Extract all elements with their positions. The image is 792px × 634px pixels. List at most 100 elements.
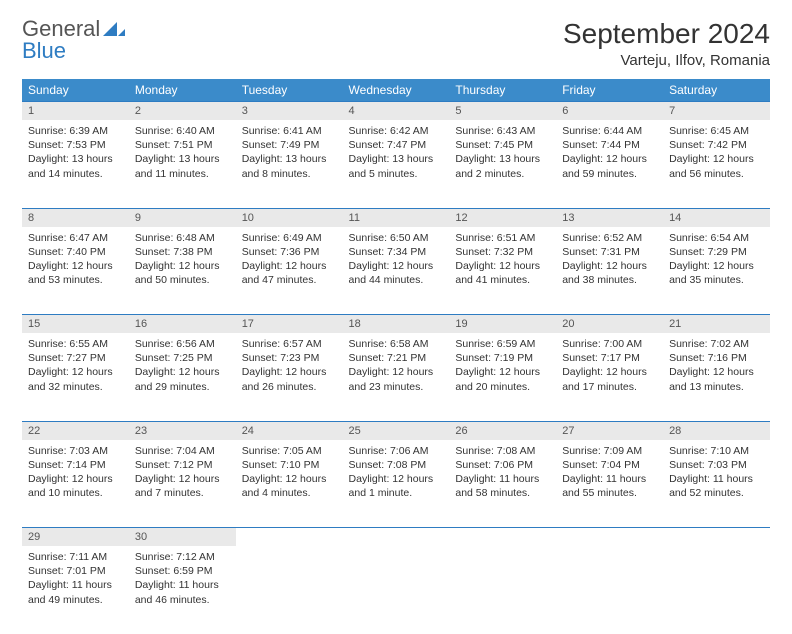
content-row: Sunrise: 7:03 AMSunset: 7:14 PMDaylight:… (22, 440, 770, 528)
daylight-text: Daylight: 12 hours and 59 minutes. (562, 152, 657, 180)
day-header-row: Sunday Monday Tuesday Wednesday Thursday… (22, 79, 770, 102)
daylight-text: Daylight: 11 hours and 52 minutes. (669, 472, 764, 500)
daylight-text: Daylight: 13 hours and 8 minutes. (242, 152, 337, 180)
day-number (343, 528, 450, 547)
sunset-text: Sunset: 7:53 PM (28, 138, 123, 152)
day-cell: Sunrise: 7:04 AMSunset: 7:12 PMDaylight:… (129, 440, 236, 528)
day-cell: Sunrise: 6:55 AMSunset: 7:27 PMDaylight:… (22, 333, 129, 421)
sunrise-text: Sunrise: 6:55 AM (28, 337, 123, 351)
sunset-text: Sunset: 7:40 PM (28, 245, 123, 259)
day-header: Thursday (449, 79, 556, 102)
sunset-text: Sunset: 7:19 PM (455, 351, 550, 365)
day-cell: Sunrise: 7:06 AMSunset: 7:08 PMDaylight:… (343, 440, 450, 528)
sunset-text: Sunset: 7:17 PM (562, 351, 657, 365)
sunset-text: Sunset: 6:59 PM (135, 564, 230, 578)
daylight-text: Daylight: 12 hours and 47 minutes. (242, 259, 337, 287)
day-cell: Sunrise: 7:11 AMSunset: 7:01 PMDaylight:… (22, 546, 129, 634)
sunrise-text: Sunrise: 7:04 AM (135, 444, 230, 458)
daylight-text: Daylight: 13 hours and 11 minutes. (135, 152, 230, 180)
sunset-text: Sunset: 7:31 PM (562, 245, 657, 259)
daylight-text: Daylight: 12 hours and 1 minute. (349, 472, 444, 500)
day-cell: Sunrise: 6:39 AMSunset: 7:53 PMDaylight:… (22, 120, 129, 208)
day-cell: Sunrise: 6:48 AMSunset: 7:38 PMDaylight:… (129, 227, 236, 315)
content-row: Sunrise: 7:11 AMSunset: 7:01 PMDaylight:… (22, 546, 770, 634)
day-cell: Sunrise: 7:00 AMSunset: 7:17 PMDaylight:… (556, 333, 663, 421)
sunrise-text: Sunrise: 6:40 AM (135, 124, 230, 138)
day-number (236, 528, 343, 547)
logo: General Blue (22, 18, 125, 62)
sunrise-text: Sunrise: 7:00 AM (562, 337, 657, 351)
logo-text: General Blue (22, 18, 125, 62)
title-block: September 2024 Varteju, Ilfov, Romania (563, 18, 770, 69)
daylight-text: Daylight: 13 hours and 5 minutes. (349, 152, 444, 180)
day-number: 3 (236, 102, 343, 121)
day-number: 15 (22, 315, 129, 334)
sunset-text: Sunset: 7:49 PM (242, 138, 337, 152)
sunset-text: Sunset: 7:34 PM (349, 245, 444, 259)
sunrise-text: Sunrise: 7:11 AM (28, 550, 123, 564)
sunrise-text: Sunrise: 6:59 AM (455, 337, 550, 351)
sunset-text: Sunset: 7:06 PM (455, 458, 550, 472)
sunrise-text: Sunrise: 6:56 AM (135, 337, 230, 351)
day-cell (556, 546, 663, 634)
daylight-text: Daylight: 12 hours and 23 minutes. (349, 365, 444, 393)
sunset-text: Sunset: 7:51 PM (135, 138, 230, 152)
day-number: 18 (343, 315, 450, 334)
sunrise-text: Sunrise: 6:54 AM (669, 231, 764, 245)
sunrise-text: Sunrise: 6:43 AM (455, 124, 550, 138)
sunrise-text: Sunrise: 7:08 AM (455, 444, 550, 458)
daylight-text: Daylight: 11 hours and 46 minutes. (135, 578, 230, 606)
sunrise-text: Sunrise: 6:39 AM (28, 124, 123, 138)
day-cell: Sunrise: 6:58 AMSunset: 7:21 PMDaylight:… (343, 333, 450, 421)
day-number: 20 (556, 315, 663, 334)
daylight-text: Daylight: 12 hours and 53 minutes. (28, 259, 123, 287)
day-number: 1 (22, 102, 129, 121)
sunset-text: Sunset: 7:04 PM (562, 458, 657, 472)
sunrise-text: Sunrise: 7:03 AM (28, 444, 123, 458)
sunset-text: Sunset: 7:45 PM (455, 138, 550, 152)
sunrise-text: Sunrise: 7:09 AM (562, 444, 657, 458)
day-cell (449, 546, 556, 634)
day-number: 5 (449, 102, 556, 121)
daylight-text: Daylight: 12 hours and 26 minutes. (242, 365, 337, 393)
day-number: 19 (449, 315, 556, 334)
day-cell (236, 546, 343, 634)
sunrise-text: Sunrise: 7:06 AM (349, 444, 444, 458)
day-number: 17 (236, 315, 343, 334)
day-number: 6 (556, 102, 663, 121)
sunset-text: Sunset: 7:16 PM (669, 351, 764, 365)
daylight-text: Daylight: 12 hours and 17 minutes. (562, 365, 657, 393)
daylight-text: Daylight: 12 hours and 44 minutes. (349, 259, 444, 287)
day-number: 21 (663, 315, 770, 334)
daylight-text: Daylight: 12 hours and 29 minutes. (135, 365, 230, 393)
sunset-text: Sunset: 7:32 PM (455, 245, 550, 259)
day-header: Saturday (663, 79, 770, 102)
daynum-row: 15161718192021 (22, 315, 770, 334)
day-cell: Sunrise: 7:02 AMSunset: 7:16 PMDaylight:… (663, 333, 770, 421)
sunset-text: Sunset: 7:03 PM (669, 458, 764, 472)
daylight-text: Daylight: 12 hours and 10 minutes. (28, 472, 123, 500)
sunset-text: Sunset: 7:21 PM (349, 351, 444, 365)
daylight-text: Daylight: 11 hours and 49 minutes. (28, 578, 123, 606)
day-cell: Sunrise: 6:56 AMSunset: 7:25 PMDaylight:… (129, 333, 236, 421)
daylight-text: Daylight: 12 hours and 13 minutes. (669, 365, 764, 393)
day-cell: Sunrise: 7:10 AMSunset: 7:03 PMDaylight:… (663, 440, 770, 528)
sunrise-text: Sunrise: 6:50 AM (349, 231, 444, 245)
day-cell: Sunrise: 6:49 AMSunset: 7:36 PMDaylight:… (236, 227, 343, 315)
daylight-text: Daylight: 13 hours and 14 minutes. (28, 152, 123, 180)
daylight-text: Daylight: 13 hours and 2 minutes. (455, 152, 550, 180)
sunrise-text: Sunrise: 7:10 AM (669, 444, 764, 458)
sunrise-text: Sunrise: 6:49 AM (242, 231, 337, 245)
daynum-row: 1234567 (22, 102, 770, 121)
daylight-text: Daylight: 11 hours and 58 minutes. (455, 472, 550, 500)
sunset-text: Sunset: 7:29 PM (669, 245, 764, 259)
sunset-text: Sunset: 7:38 PM (135, 245, 230, 259)
sunset-text: Sunset: 7:47 PM (349, 138, 444, 152)
day-cell: Sunrise: 6:47 AMSunset: 7:40 PMDaylight:… (22, 227, 129, 315)
day-number (449, 528, 556, 547)
day-number: 8 (22, 208, 129, 227)
daylight-text: Daylight: 12 hours and 4 minutes. (242, 472, 337, 500)
day-number: 27 (556, 421, 663, 440)
daylight-text: Daylight: 12 hours and 50 minutes. (135, 259, 230, 287)
sunrise-text: Sunrise: 7:02 AM (669, 337, 764, 351)
